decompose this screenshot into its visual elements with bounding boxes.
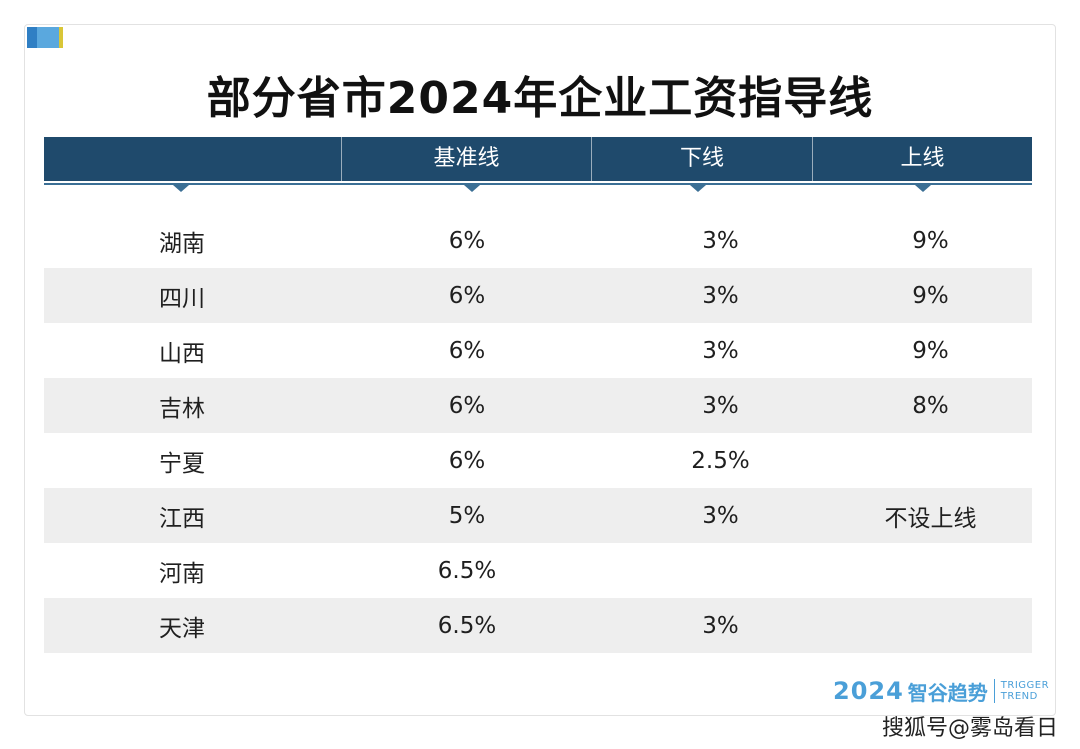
lower-cell: 3% bbox=[702, 392, 739, 419]
brand-english-line: TREND bbox=[1000, 691, 1038, 702]
lower-cell: 3% bbox=[702, 337, 739, 364]
header-cell-province bbox=[44, 137, 342, 181]
base-cell: 6% bbox=[448, 282, 486, 309]
upper-cell: 不设上线 bbox=[884, 505, 977, 532]
base-cell: 6% bbox=[448, 337, 486, 364]
table-row: 湖南 6% 3% 9% bbox=[44, 213, 1032, 268]
header-cell-lower: 下线 bbox=[592, 137, 813, 181]
header-arrow-icon bbox=[915, 185, 931, 192]
province-cell: 江西 bbox=[159, 505, 205, 532]
upper-cell: 9% bbox=[912, 282, 949, 309]
upper-cell: 9% bbox=[912, 227, 949, 254]
lower-cell: 3% bbox=[702, 502, 739, 529]
header-cell-upper: 上线 bbox=[900, 146, 945, 171]
base-cell: 6% bbox=[448, 392, 486, 419]
upper-cell: 9% bbox=[912, 337, 949, 364]
table-header: 基准线 下线 上线 bbox=[44, 137, 1032, 181]
lower-cell: 3% bbox=[702, 227, 739, 254]
header-arrow-icon bbox=[464, 185, 480, 192]
brand-name: 智谷趋势 bbox=[907, 680, 988, 705]
province-cell: 天津 bbox=[159, 615, 205, 642]
brand-english: TRIGGER TREND bbox=[1001, 680, 1049, 702]
brand-english-line: TRIGGER bbox=[1000, 680, 1050, 691]
province-cell: 河南 bbox=[159, 560, 205, 587]
header-underline bbox=[44, 183, 1032, 185]
watermark: 搜狐号@雾岛看日 bbox=[881, 716, 1058, 741]
table-row: 江西 5% 3% 不设上线 bbox=[44, 488, 1032, 543]
header-arrow-icon bbox=[690, 185, 706, 192]
province-cell: 湖南 bbox=[159, 230, 205, 257]
table-row: 宁夏 6% 2.5% bbox=[44, 433, 1032, 488]
table-row: 四川 6% 3% 9% bbox=[44, 268, 1032, 323]
header-cell-base: 基准线 bbox=[342, 137, 592, 181]
base-cell: 6% bbox=[448, 227, 486, 254]
page-title: 部分省市2024年企业工资指导线 bbox=[206, 73, 874, 124]
brand-year: 2024 bbox=[833, 677, 904, 705]
table-body: 湖南 6% 3% 9% 四川 6% 3% 9% 山西 6% 3% 9% 吉林 6… bbox=[44, 213, 1032, 653]
table-row: 河南 6.5% bbox=[44, 543, 1032, 598]
upper-cell: 8% bbox=[912, 392, 949, 419]
table-row: 天津 6.5% 3% bbox=[44, 598, 1032, 653]
province-cell: 宁夏 bbox=[159, 450, 205, 477]
province-cell: 四川 bbox=[159, 285, 205, 312]
corner-color-mark bbox=[27, 27, 63, 48]
lower-cell: 3% bbox=[702, 282, 739, 309]
base-cell: 6.5% bbox=[437, 557, 497, 584]
brand-divider bbox=[993, 679, 995, 703]
base-cell: 6.5% bbox=[437, 612, 497, 639]
table-row: 山西 6% 3% 9% bbox=[44, 323, 1032, 378]
province-cell: 山西 bbox=[159, 340, 205, 367]
lower-cell: 3% bbox=[702, 612, 739, 639]
base-cell: 6% bbox=[448, 447, 486, 474]
brand-logo: 2024 智谷趋势 TRIGGER TREND bbox=[833, 674, 1049, 708]
province-cell: 吉林 bbox=[159, 395, 205, 422]
table-row: 吉林 6% 3% 8% bbox=[44, 378, 1032, 433]
lower-cell: 2.5% bbox=[691, 447, 750, 474]
header-arrow-icon bbox=[173, 185, 189, 192]
base-cell: 5% bbox=[448, 502, 486, 529]
